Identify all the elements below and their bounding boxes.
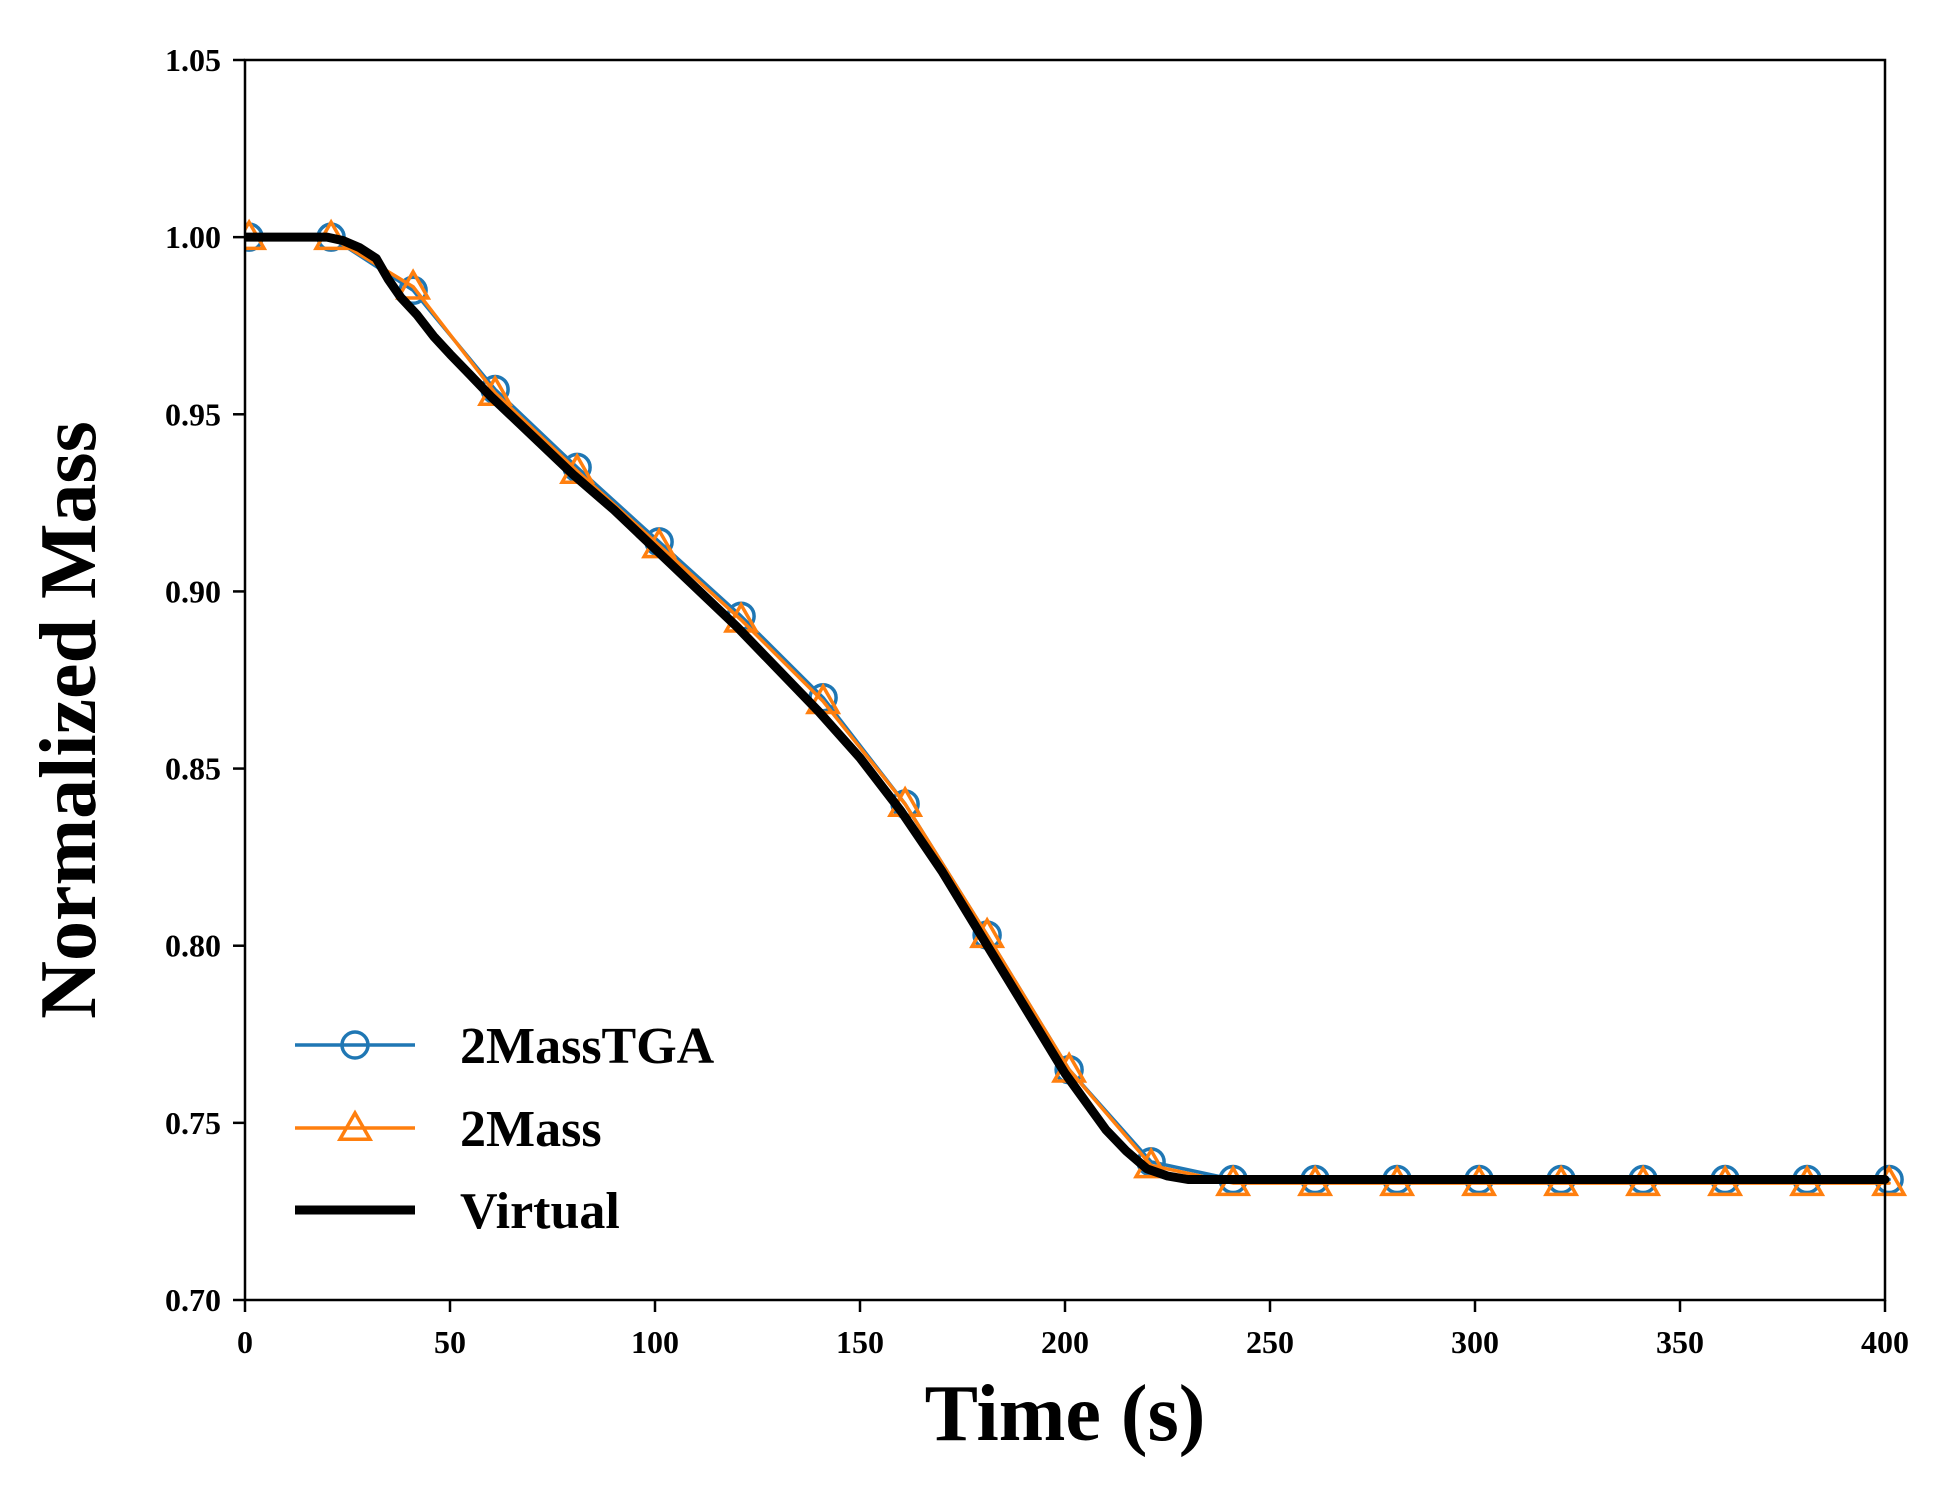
legend-label: 2Mass (460, 1101, 602, 1158)
legend-item: 2MassTGA (295, 1018, 715, 1075)
x-axis: 0 50 100 150 200 250 300 350 400 (237, 1300, 1909, 1360)
x-tick-label: 150 (836, 1324, 884, 1360)
x-tick-label: 300 (1451, 1324, 1499, 1360)
x-tick-label: 400 (1861, 1324, 1909, 1360)
x-tick-label: 50 (434, 1324, 466, 1360)
legend-label: 2MassTGA (460, 1018, 715, 1075)
x-axis-title: Time (s) (925, 1370, 1206, 1458)
x-tick-label: 350 (1656, 1324, 1704, 1360)
series-line (245, 232, 1890, 1184)
x-tick-label: 100 (631, 1324, 679, 1360)
y-axis-title: Normalized Mass (25, 421, 113, 1019)
series-virtual (245, 232, 1890, 1184)
legend-marker (336, 1109, 374, 1141)
y-tick-label: 0.95 (165, 396, 221, 432)
y-tick-label: 1.05 (165, 42, 221, 78)
legend-item: Virtual (295, 1183, 620, 1240)
x-tick-label: 200 (1041, 1324, 1089, 1360)
legend-item: 2Mass (295, 1101, 602, 1158)
y-tick-label: 1.00 (165, 219, 221, 255)
y-tick-label: 0.70 (165, 1282, 221, 1318)
y-tick-label: 0.80 (165, 928, 221, 964)
y-tick-label: 0.85 (165, 751, 221, 787)
y-axis: 0.70 0.75 0.80 0.85 0.90 0.95 1.00 1.05 (165, 42, 245, 1318)
legend-label: Virtual (460, 1183, 620, 1240)
series-layer (245, 218, 1908, 1197)
legend: 2MassTGA 2Mass Virtual (295, 1018, 715, 1240)
data-point (395, 268, 432, 300)
x-tick-label: 0 (237, 1324, 253, 1360)
y-tick-label: 0.90 (165, 573, 221, 609)
x-tick-label: 250 (1246, 1324, 1294, 1360)
legend-marker (340, 1030, 370, 1060)
y-tick-label: 0.75 (165, 1105, 221, 1141)
